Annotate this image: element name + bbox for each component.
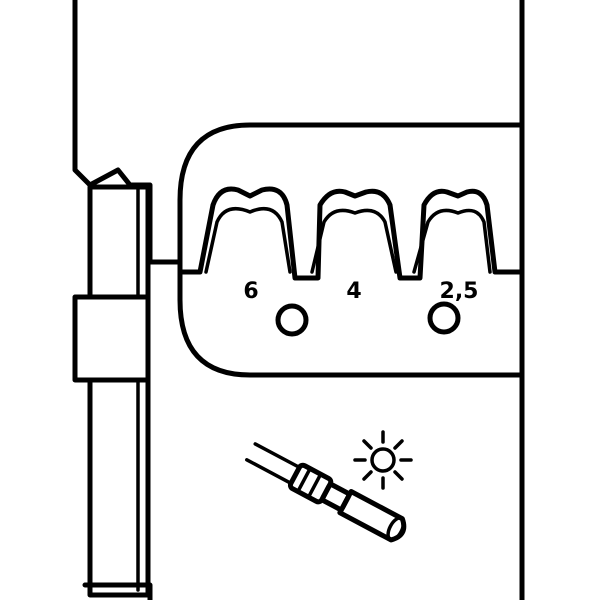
sun-icon [353, 430, 413, 490]
cavity-size-label: 4 [346, 279, 362, 304]
guide-bar [72, 184, 153, 600]
reference-holes [275, 301, 461, 337]
crimp-profile [177, 186, 525, 281]
die-jaw [177, 122, 525, 378]
crimped-connector-icon [245, 442, 407, 543]
cavity-size-label: 6 [243, 279, 259, 304]
cavity-size-label: 2,5 [439, 279, 479, 304]
